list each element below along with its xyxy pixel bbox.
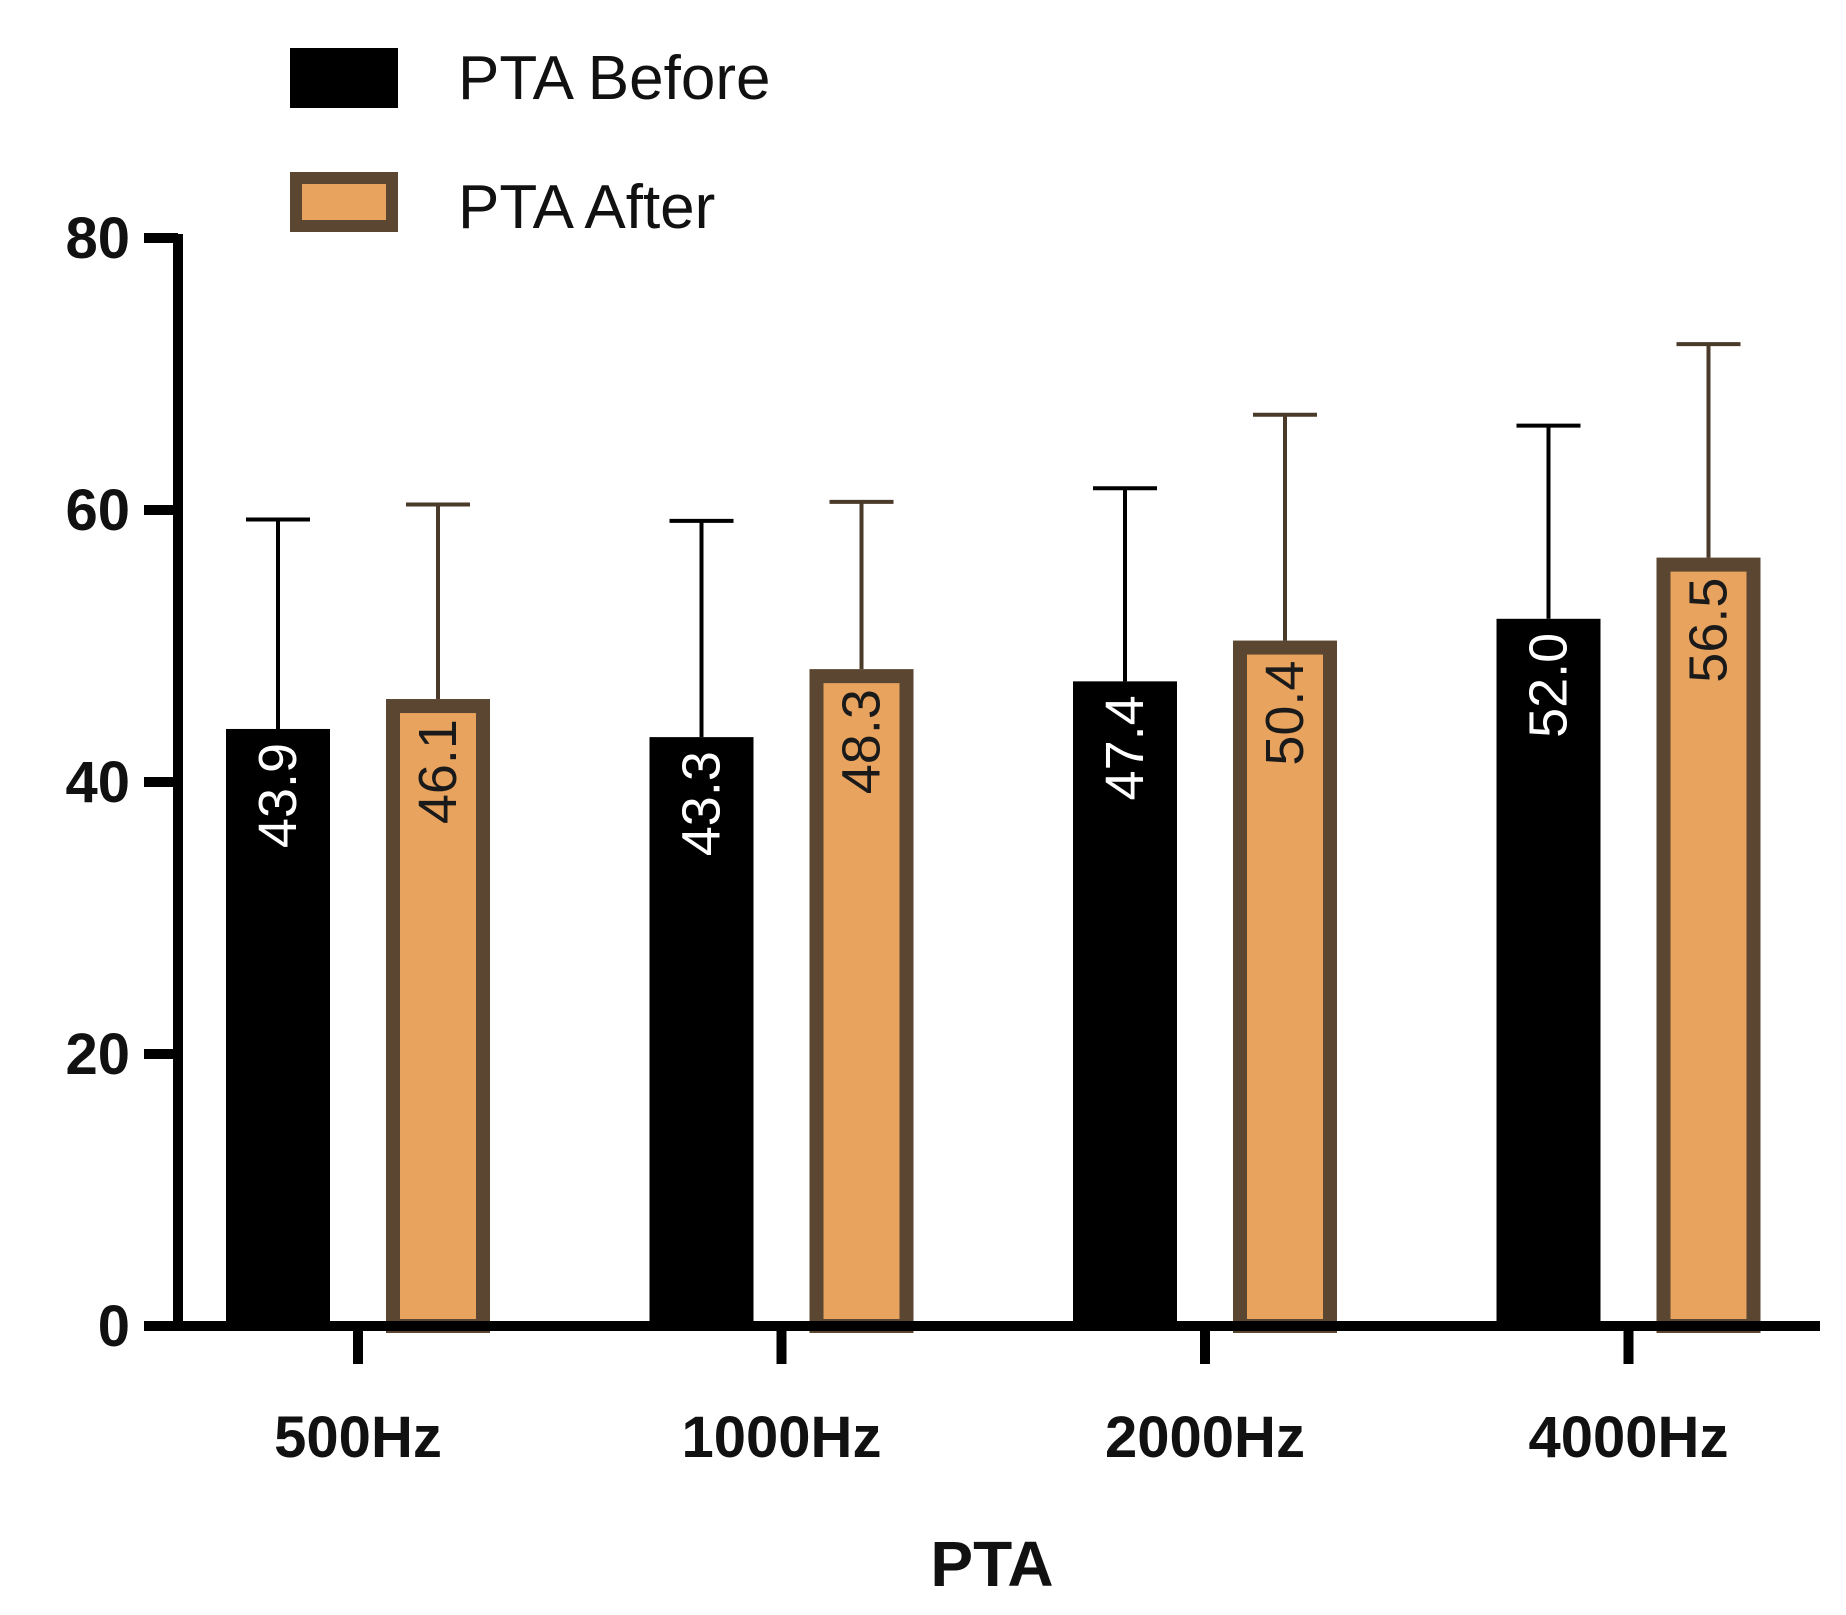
- bar-pta-after: [1656, 557, 1761, 1333]
- legend-label-pta-after: PTA After: [458, 173, 715, 242]
- x-tick-label: 1000Hz: [682, 1405, 882, 1470]
- bar-pta-after: [386, 699, 490, 1333]
- value-label-pta-before: 52.0: [1519, 633, 1579, 738]
- legend-swatch-pta-before: [290, 48, 398, 108]
- value-label-pta-after: 46.1: [408, 719, 468, 824]
- bar-pta-before: [1073, 681, 1177, 1326]
- bar-pta-after: [1233, 640, 1337, 1333]
- x-tick-label: 500Hz: [274, 1405, 442, 1470]
- value-label-pta-after: 48.3: [832, 689, 892, 794]
- y-tick-label: 20: [65, 1022, 130, 1087]
- y-axis: 0 20 40 60 80: [65, 206, 183, 1359]
- y-tick-label: 40: [65, 750, 130, 815]
- y-tick-label: 60: [65, 478, 130, 543]
- bar-pta-before: [649, 737, 754, 1326]
- value-label-pta-before: 43.9: [248, 743, 308, 848]
- legend: PTA Before PTA After: [290, 44, 770, 242]
- bars: 43.9 46.1 43.3 48.3 47.4 50.4 52.0 56.5: [226, 342, 1761, 1333]
- value-label-pta-before: 47.4: [1095, 695, 1155, 800]
- value-label-pta-after: 56.5: [1679, 578, 1739, 683]
- bar-pta-before: [1496, 618, 1601, 1326]
- legend-label-pta-before: PTA Before: [458, 44, 770, 113]
- x-axis-title: PTA: [930, 1528, 1053, 1600]
- x-tick-label: 2000Hz: [1105, 1405, 1305, 1470]
- value-label-pta-before: 43.3: [672, 751, 732, 856]
- bar-pta-before: [226, 728, 330, 1326]
- value-label-pta-after: 50.4: [1255, 661, 1315, 766]
- x-axis: 500Hz 1000Hz 2000Hz 4000Hz: [173, 1321, 1820, 1470]
- y-tick-label: 0: [98, 1294, 130, 1359]
- x-tick-label: 4000Hz: [1529, 1405, 1729, 1470]
- y-tick-label: 80: [65, 206, 130, 271]
- legend-swatch-pta-after: [290, 172, 398, 232]
